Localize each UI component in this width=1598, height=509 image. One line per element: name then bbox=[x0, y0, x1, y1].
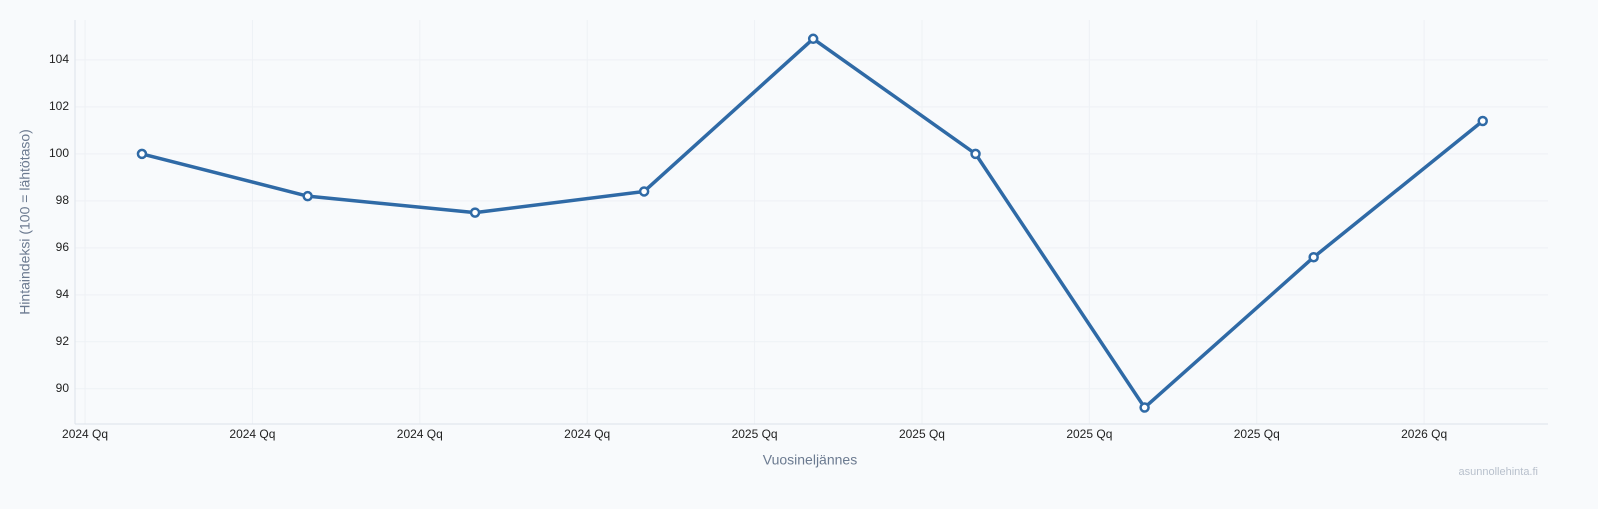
data-point bbox=[970, 148, 981, 160]
y-tick-label: 96 bbox=[56, 240, 70, 254]
y-tick-label: 94 bbox=[56, 287, 70, 301]
y-axis-title: Hintaindeksi (100 = lähtötaso) bbox=[17, 129, 33, 315]
x-axis-title: Vuosineljännes bbox=[763, 452, 857, 468]
x-tick-label: 2024 Qq bbox=[397, 427, 443, 441]
watermark: asunnollehinta.fi bbox=[1458, 466, 1538, 478]
data-point bbox=[1477, 115, 1488, 127]
data-point bbox=[1308, 251, 1319, 263]
x-tick-label: 2025 Qq bbox=[732, 427, 778, 441]
x-tick-label: 2024 Qq bbox=[564, 427, 610, 441]
x-tick-label: 2025 Qq bbox=[1066, 427, 1112, 441]
data-point bbox=[807, 33, 819, 45]
y-tick-label: 104 bbox=[49, 52, 69, 66]
x-tick-label: 2024 Qq bbox=[229, 427, 275, 441]
data-point bbox=[469, 207, 481, 218]
y-tick-label: 92 bbox=[56, 334, 70, 348]
data-point bbox=[136, 148, 148, 160]
x-tick-label: 2026 Qq bbox=[1401, 427, 1447, 441]
y-tick-label: 98 bbox=[56, 193, 70, 207]
data-point bbox=[302, 190, 313, 202]
y-tick-label: 102 bbox=[49, 99, 69, 113]
y-tick-label: 90 bbox=[56, 381, 70, 395]
x-tick-label: 2025 Qq bbox=[899, 427, 945, 441]
y-tick-label: 100 bbox=[49, 146, 69, 160]
data-point bbox=[1139, 402, 1150, 413]
data-point bbox=[638, 186, 650, 197]
x-tick-label: 2025 Qq bbox=[1234, 427, 1280, 441]
x-tick-label: 2024 Qq bbox=[62, 427, 108, 441]
